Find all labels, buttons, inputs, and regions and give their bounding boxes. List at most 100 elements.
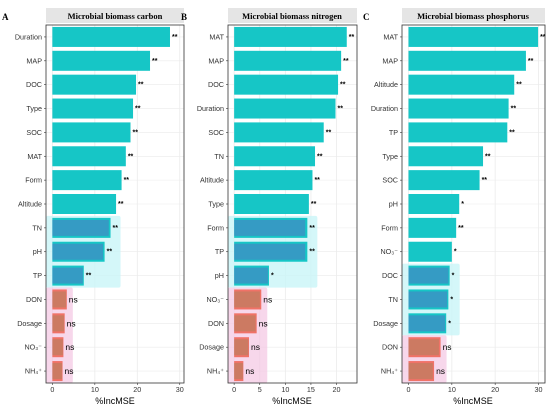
bar [52, 98, 134, 119]
significance-label: * [452, 273, 455, 280]
bar-overlay [234, 363, 243, 380]
significance-label: ns [259, 318, 268, 328]
bar-overlay [408, 315, 446, 332]
strip-background [46, 8, 184, 23]
x-axis-title: %IncMSE [272, 396, 312, 406]
bar [52, 50, 151, 71]
significance-label: ns [65, 366, 74, 376]
significance-label: ** [132, 129, 138, 136]
bar [408, 98, 509, 119]
highlight-glow-nonsignificant [228, 287, 268, 384]
bar [408, 26, 539, 47]
bar-overlay [408, 363, 433, 380]
significance-label: ** [340, 82, 346, 89]
category-label: Form [25, 176, 42, 185]
category-label: TN [214, 152, 224, 161]
bar [52, 194, 117, 214]
bar [408, 194, 460, 214]
bar [52, 265, 84, 286]
significance-label: ns [251, 342, 260, 352]
bar [52, 313, 65, 334]
category-label: MAP [208, 56, 224, 65]
bar [234, 194, 309, 214]
bar [234, 361, 244, 382]
bar [234, 146, 316, 167]
x-tick-label: 15 [307, 385, 315, 394]
category-label: Type [26, 104, 42, 113]
significance-label: ** [152, 58, 158, 65]
significance-label: ns [67, 318, 76, 328]
significance-label: ** [343, 58, 349, 65]
bar [234, 289, 262, 310]
bar [408, 361, 435, 382]
significance-label: ** [509, 129, 515, 136]
significance-label: ** [326, 129, 332, 136]
significance-label: ** [124, 177, 130, 184]
panel-b: B Microbial biomass nitrogen **MAT**MAP*… [181, 8, 358, 406]
significance-label: ns [69, 294, 78, 304]
significance-label: ** [135, 106, 141, 113]
significance-label: ** [317, 153, 323, 160]
significance-label: ** [511, 106, 517, 113]
bar-overlay [52, 219, 109, 236]
category-label: Type [208, 200, 224, 209]
panel-title: Microbial biomass phosphorus [417, 11, 529, 21]
bar [408, 241, 452, 262]
x-tick-label: 30 [535, 385, 543, 394]
category-label: Dosage [17, 319, 42, 328]
significance-label: ** [482, 177, 488, 184]
bar [408, 289, 449, 310]
category-label: Form [381, 223, 398, 232]
significance-label: ** [338, 106, 344, 113]
category-label: DON [382, 343, 398, 352]
category-label: pH [33, 247, 42, 256]
bar-overlay [234, 339, 249, 356]
panel-title: Microbial biomass nitrogen [242, 11, 342, 21]
category-label: Altitude [200, 176, 224, 185]
bar [408, 313, 447, 334]
bar [234, 337, 249, 358]
significance-label: ** [458, 225, 464, 232]
bar-overlay [52, 291, 67, 308]
x-tick-label: 20 [333, 385, 341, 394]
significance-label: * [461, 201, 464, 208]
category-label: Duration [15, 32, 42, 41]
bar-overlay [234, 315, 256, 332]
panel-letter: C [363, 12, 370, 22]
bar-overlay [408, 267, 449, 284]
bar [52, 337, 64, 358]
significance-label: ** [309, 249, 315, 256]
x-axis-title: %IncMSE [95, 396, 135, 406]
x-axis-title: %IncMSE [453, 396, 493, 406]
bar [408, 74, 515, 95]
bar-overlay [52, 363, 63, 380]
bar-overlay [408, 291, 448, 308]
significance-label: ns [443, 342, 452, 352]
bar-overlay [52, 243, 104, 260]
significance-label: ** [138, 82, 144, 89]
bar [408, 265, 450, 286]
category-label: TP [215, 247, 224, 256]
bar [234, 26, 347, 47]
bar [52, 26, 170, 47]
x-tick-label: 0 [50, 385, 54, 394]
significance-label: * [448, 320, 451, 327]
category-label: Dosage [373, 319, 398, 328]
x-tick-label: 0 [232, 385, 236, 394]
significance-label: ** [311, 201, 317, 208]
bar-overlay [234, 267, 268, 284]
bar [408, 217, 457, 238]
x-tick-label: 0 [407, 385, 411, 394]
category-label: MAT [383, 32, 398, 41]
panel-c: C Microbial biomass phosphorus **MAT**MA… [363, 8, 546, 406]
bar [234, 217, 308, 238]
panel-title: Microbial biomass carbon [68, 11, 163, 21]
x-tick-label: 20 [133, 385, 141, 394]
category-label: Form [207, 223, 224, 232]
bar [52, 217, 111, 238]
category-label: DOC [382, 271, 398, 280]
category-label: NO₃⁻ [24, 343, 42, 352]
category-label: TN [32, 223, 42, 232]
significance-label: * [454, 249, 457, 256]
significance-label: ** [309, 225, 315, 232]
